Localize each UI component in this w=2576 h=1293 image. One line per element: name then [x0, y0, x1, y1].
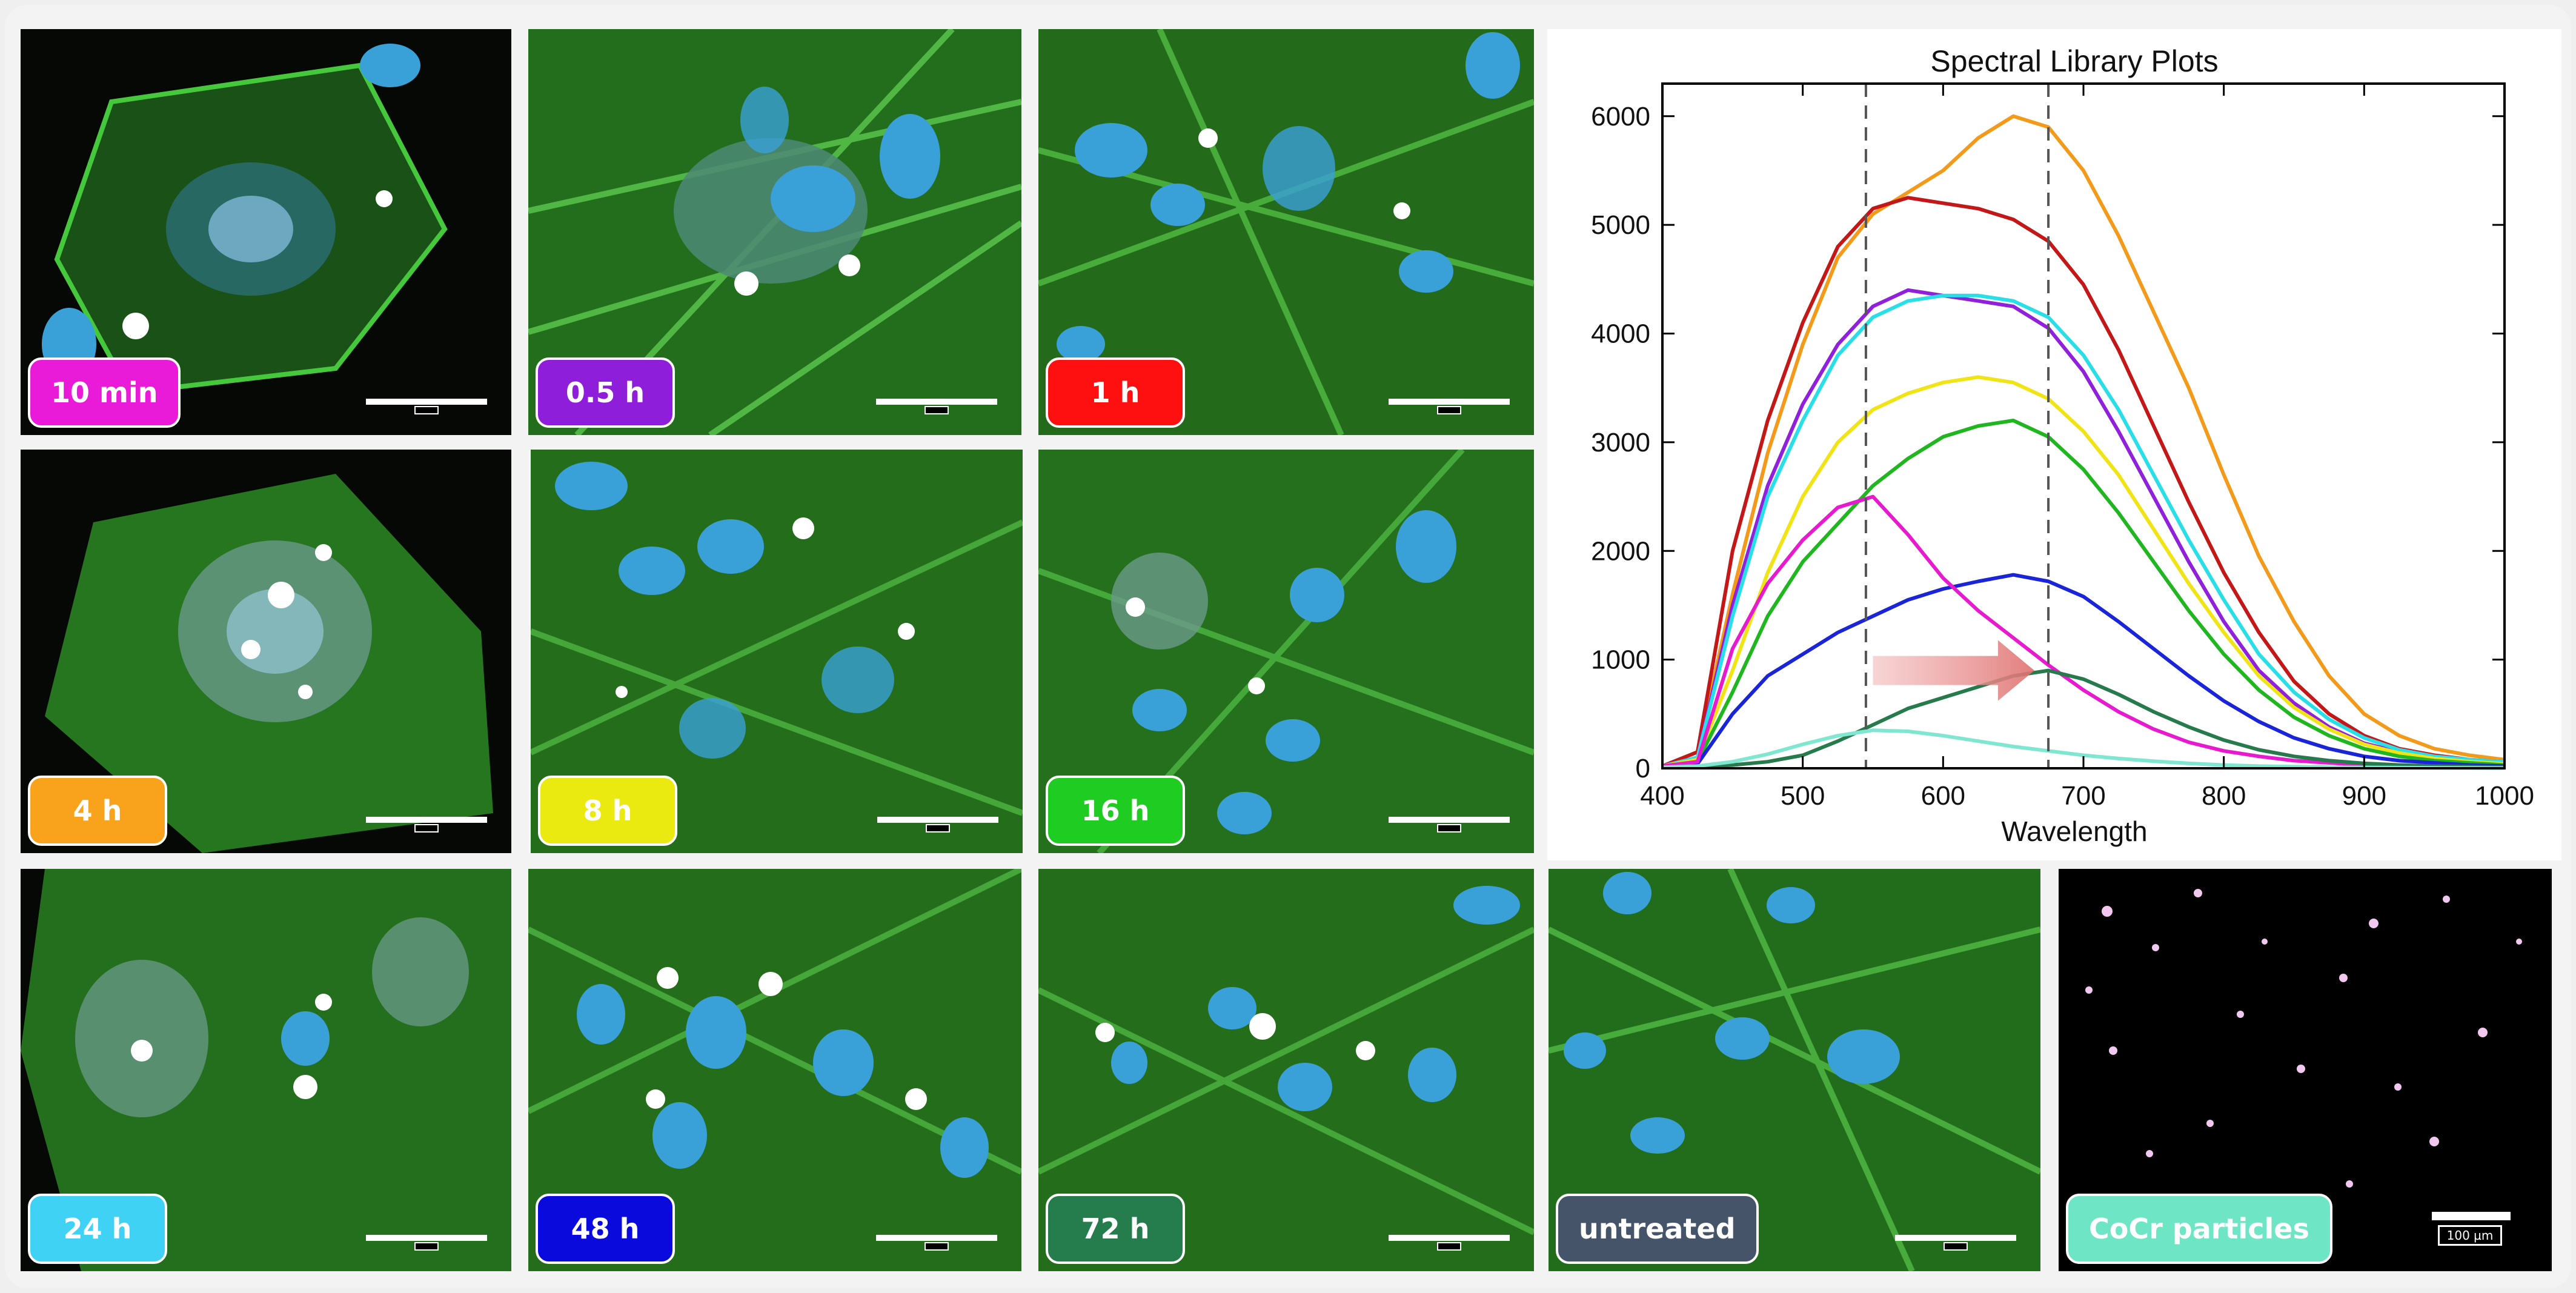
panel-untreated: untreated — [1549, 869, 2040, 1271]
panel-4h: 4 h — [21, 450, 511, 853]
time-label-05h: 0.5 h — [536, 357, 675, 428]
micrograph-05h — [528, 29, 1021, 435]
scale-bar — [876, 1235, 997, 1241]
scale-bar — [1389, 817, 1510, 823]
time-label-4h: 4 h — [28, 776, 167, 846]
x-tick-label: 400 — [1640, 781, 1684, 811]
time-label-24h: 24 h — [28, 1194, 167, 1264]
spectral-chart: 400 500 600 700 800 900 1000 0 1000 2000 3000 4000 5… — [1547, 29, 2561, 860]
y-tick-label: 1000 — [1591, 645, 1650, 675]
time-label-10min: 10 min — [28, 357, 181, 428]
scale-bar — [366, 817, 487, 823]
panel-16h: 16 h — [1038, 450, 1534, 853]
spectrum-line-24h — [1662, 573, 2505, 768]
plot-frame — [1661, 82, 2506, 769]
y-tick-label: 6000 — [1591, 102, 1650, 131]
micrograph-1h — [1038, 29, 1534, 435]
y-tick-label: 4000 — [1591, 319, 1650, 349]
scale-bar-label — [1437, 406, 1461, 414]
spectrum-line-8h — [1662, 375, 2505, 768]
panel-1h: 1 h — [1038, 29, 1534, 435]
time-label-16h: 16 h — [1046, 776, 1185, 846]
scale-bar-label — [1944, 1242, 1968, 1251]
scale-bar — [2432, 1212, 2511, 1220]
scale-bar — [366, 1235, 487, 1241]
x-tick-label: 1000 — [2475, 781, 2534, 811]
time-label-48h: 48 h — [536, 1194, 675, 1264]
x-tick-label: 800 — [2202, 781, 2246, 811]
spectrum-line-48h — [1662, 494, 2505, 769]
panel-05h: 0.5 h — [528, 29, 1021, 435]
chart-title: Spectral Library Plots — [1930, 44, 2218, 78]
y-tick-label: 2000 — [1591, 536, 1650, 566]
micrograph-48h — [528, 869, 1021, 1271]
scale-bar-label — [1437, 824, 1461, 833]
spectrum-line-05h — [1661, 196, 2505, 768]
x-tick-label: 700 — [2061, 781, 2105, 811]
scale-bar-label — [925, 406, 949, 414]
scale-bar — [1389, 399, 1510, 405]
y-tick-label: 5000 — [1591, 210, 1650, 240]
time-label-8h: 8 h — [538, 776, 677, 846]
spectrum-line-10min — [1661, 114, 2505, 768]
micrograph-24h — [21, 869, 511, 1271]
scale-bar-label — [1437, 1242, 1461, 1251]
spectrum-line-16h — [1662, 419, 2505, 768]
scale-bar — [1389, 1235, 1510, 1241]
panel-24h: 24 h — [21, 869, 511, 1271]
scale-bar — [366, 399, 487, 405]
peak-shift-arrow — [1873, 640, 2034, 701]
time-label-cocr-particles: CoCr particles — [2066, 1194, 2332, 1264]
micrograph-10min — [21, 29, 511, 435]
scale-bar-label — [414, 406, 439, 414]
spectral-chart-svg: 400 500 600 700 800 900 1000 0 1000 2000 3000 4000 5… — [1591, 44, 2534, 847]
panel-8h: 8 h — [531, 450, 1023, 853]
x-tick-label: 900 — [2342, 781, 2386, 811]
x-tick-label: 500 — [1781, 781, 1825, 811]
y-tick-label: 0 — [1636, 754, 1650, 783]
scale-bar — [877, 817, 998, 823]
x-axis-label: Wavelength — [2001, 816, 2147, 847]
x-tick-label: 600 — [1921, 781, 1965, 811]
time-label-1h: 1 h — [1046, 357, 1185, 428]
time-label-72h: 72 h — [1046, 1194, 1185, 1264]
scale-bar-label — [926, 824, 950, 833]
scale-bar-label: 100 µm — [2438, 1225, 2502, 1246]
scale-bar-label — [414, 1242, 439, 1251]
scale-bar-label — [925, 1242, 949, 1251]
time-label-untreated: untreated — [1556, 1194, 1759, 1264]
panel-cocr-particles: CoCr particles 100 µm — [2059, 869, 2552, 1271]
scale-bar-label — [414, 824, 439, 833]
panel-72h: 72 h — [1038, 869, 1534, 1271]
y-tick-label: 3000 — [1591, 428, 1650, 457]
scale-bar — [1895, 1235, 2016, 1241]
panel-10min: 10 min — [21, 29, 511, 435]
scale-bar — [876, 399, 997, 405]
panel-48h: 48 h — [528, 869, 1021, 1271]
spectrum-line-4h — [1662, 293, 2505, 768]
